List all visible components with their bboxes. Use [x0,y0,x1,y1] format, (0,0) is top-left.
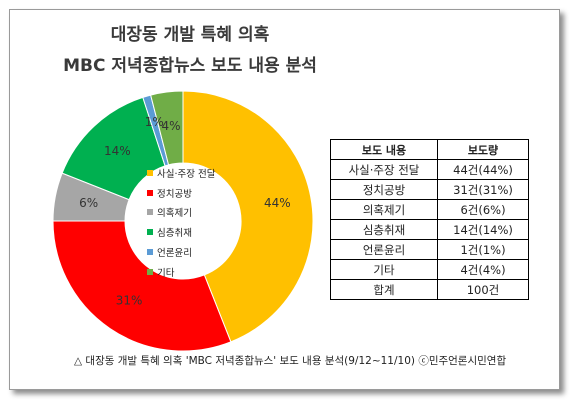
legend-item-4: 언론윤리 [147,242,257,262]
legend-swatch [147,229,153,236]
slice-percent-label-1: 31% [116,293,143,307]
table-row: 기타 4건(4%) [330,259,529,280]
table-cell-count: 14건(14%) [437,219,529,240]
table-cell-count: 100건 [437,279,529,300]
table-cell-category: 정치공방 [330,179,438,200]
slice-percent-label-4: 1% [145,115,164,129]
table-row: 의혹제기 6건(6%) [330,199,529,220]
slice-percent-label-2: 6% [79,196,98,210]
legend-swatch [147,209,153,216]
coverage-table: 보도 내용 보도량 사실·주장 전달 44건(44%) 정치공방 31건(31%… [330,139,529,300]
legend-item-0: 사실·주장 전달 [147,163,257,183]
figure-caption: △ 대장동 개발 특혜 의혹 'MBC 저녁종합뉴스' 보도 내용 분석(9/1… [74,355,507,367]
legend-item-3: 심층취재 [147,222,257,242]
table-row: 언론윤리 1건(1%) [330,239,529,260]
legend-item-2: 의혹제기 [147,203,257,223]
donut-slice-0 [182,90,314,343]
legend-item-1: 정치공방 [147,183,257,203]
slice-percent-label-5: 4% [161,119,180,133]
table-cell-category: 사실·주장 전달 [330,159,438,180]
legend-label: 정치공방 [157,188,192,200]
table-row: 심층취재 14건(14%) [330,219,529,240]
table-header-count: 보도량 [437,139,529,160]
table-cell-count: 6건(6%) [437,199,529,220]
chart-title-line1: 대장동 개발 특혜 의혹 [110,25,270,45]
legend-label: 의혹제기 [157,208,192,220]
table-row: 사실·주장 전달 44건(44%) [330,159,529,180]
table-cell-category: 언론윤리 [330,239,438,260]
table-cell-category: 기타 [330,259,438,280]
slice-percent-label-0: 44% [264,196,291,210]
table-cell-count: 4건(4%) [437,259,529,280]
legend-swatch [147,189,153,196]
legend-swatch [147,249,153,256]
chart-title-line2: MBC 저녁종합뉴스 보도 내용 분석 [63,56,317,76]
table-header-row: 보도 내용 보도량 [330,139,529,160]
legend-swatch [147,169,153,176]
table-cell-count: 44건(44%) [437,159,529,180]
legend-label: 언론윤리 [157,248,192,260]
table-cell-category: 합계 [330,279,438,300]
table-cell-count: 1건(1%) [437,239,529,260]
table-header-content: 보도 내용 [330,139,438,160]
legend-label: 기타 [157,267,175,279]
table-cell-category: 심층취재 [330,219,438,240]
table-cell-category: 의혹제기 [330,199,438,220]
legend-swatch [147,268,153,275]
table-cell-count: 31건(31%) [437,179,529,200]
table-row: 정치공방 31건(31%) [330,179,529,200]
donut-slice-1 [52,220,232,352]
legend-label: 심층취재 [157,228,192,240]
table-total-row: 합계 100건 [330,279,529,300]
legend-item-5: 기타 [147,262,257,282]
legend-label: 사실·주장 전달 [157,168,216,180]
donut-slice-5 [150,90,184,166]
slice-percent-label-3: 14% [104,144,131,158]
